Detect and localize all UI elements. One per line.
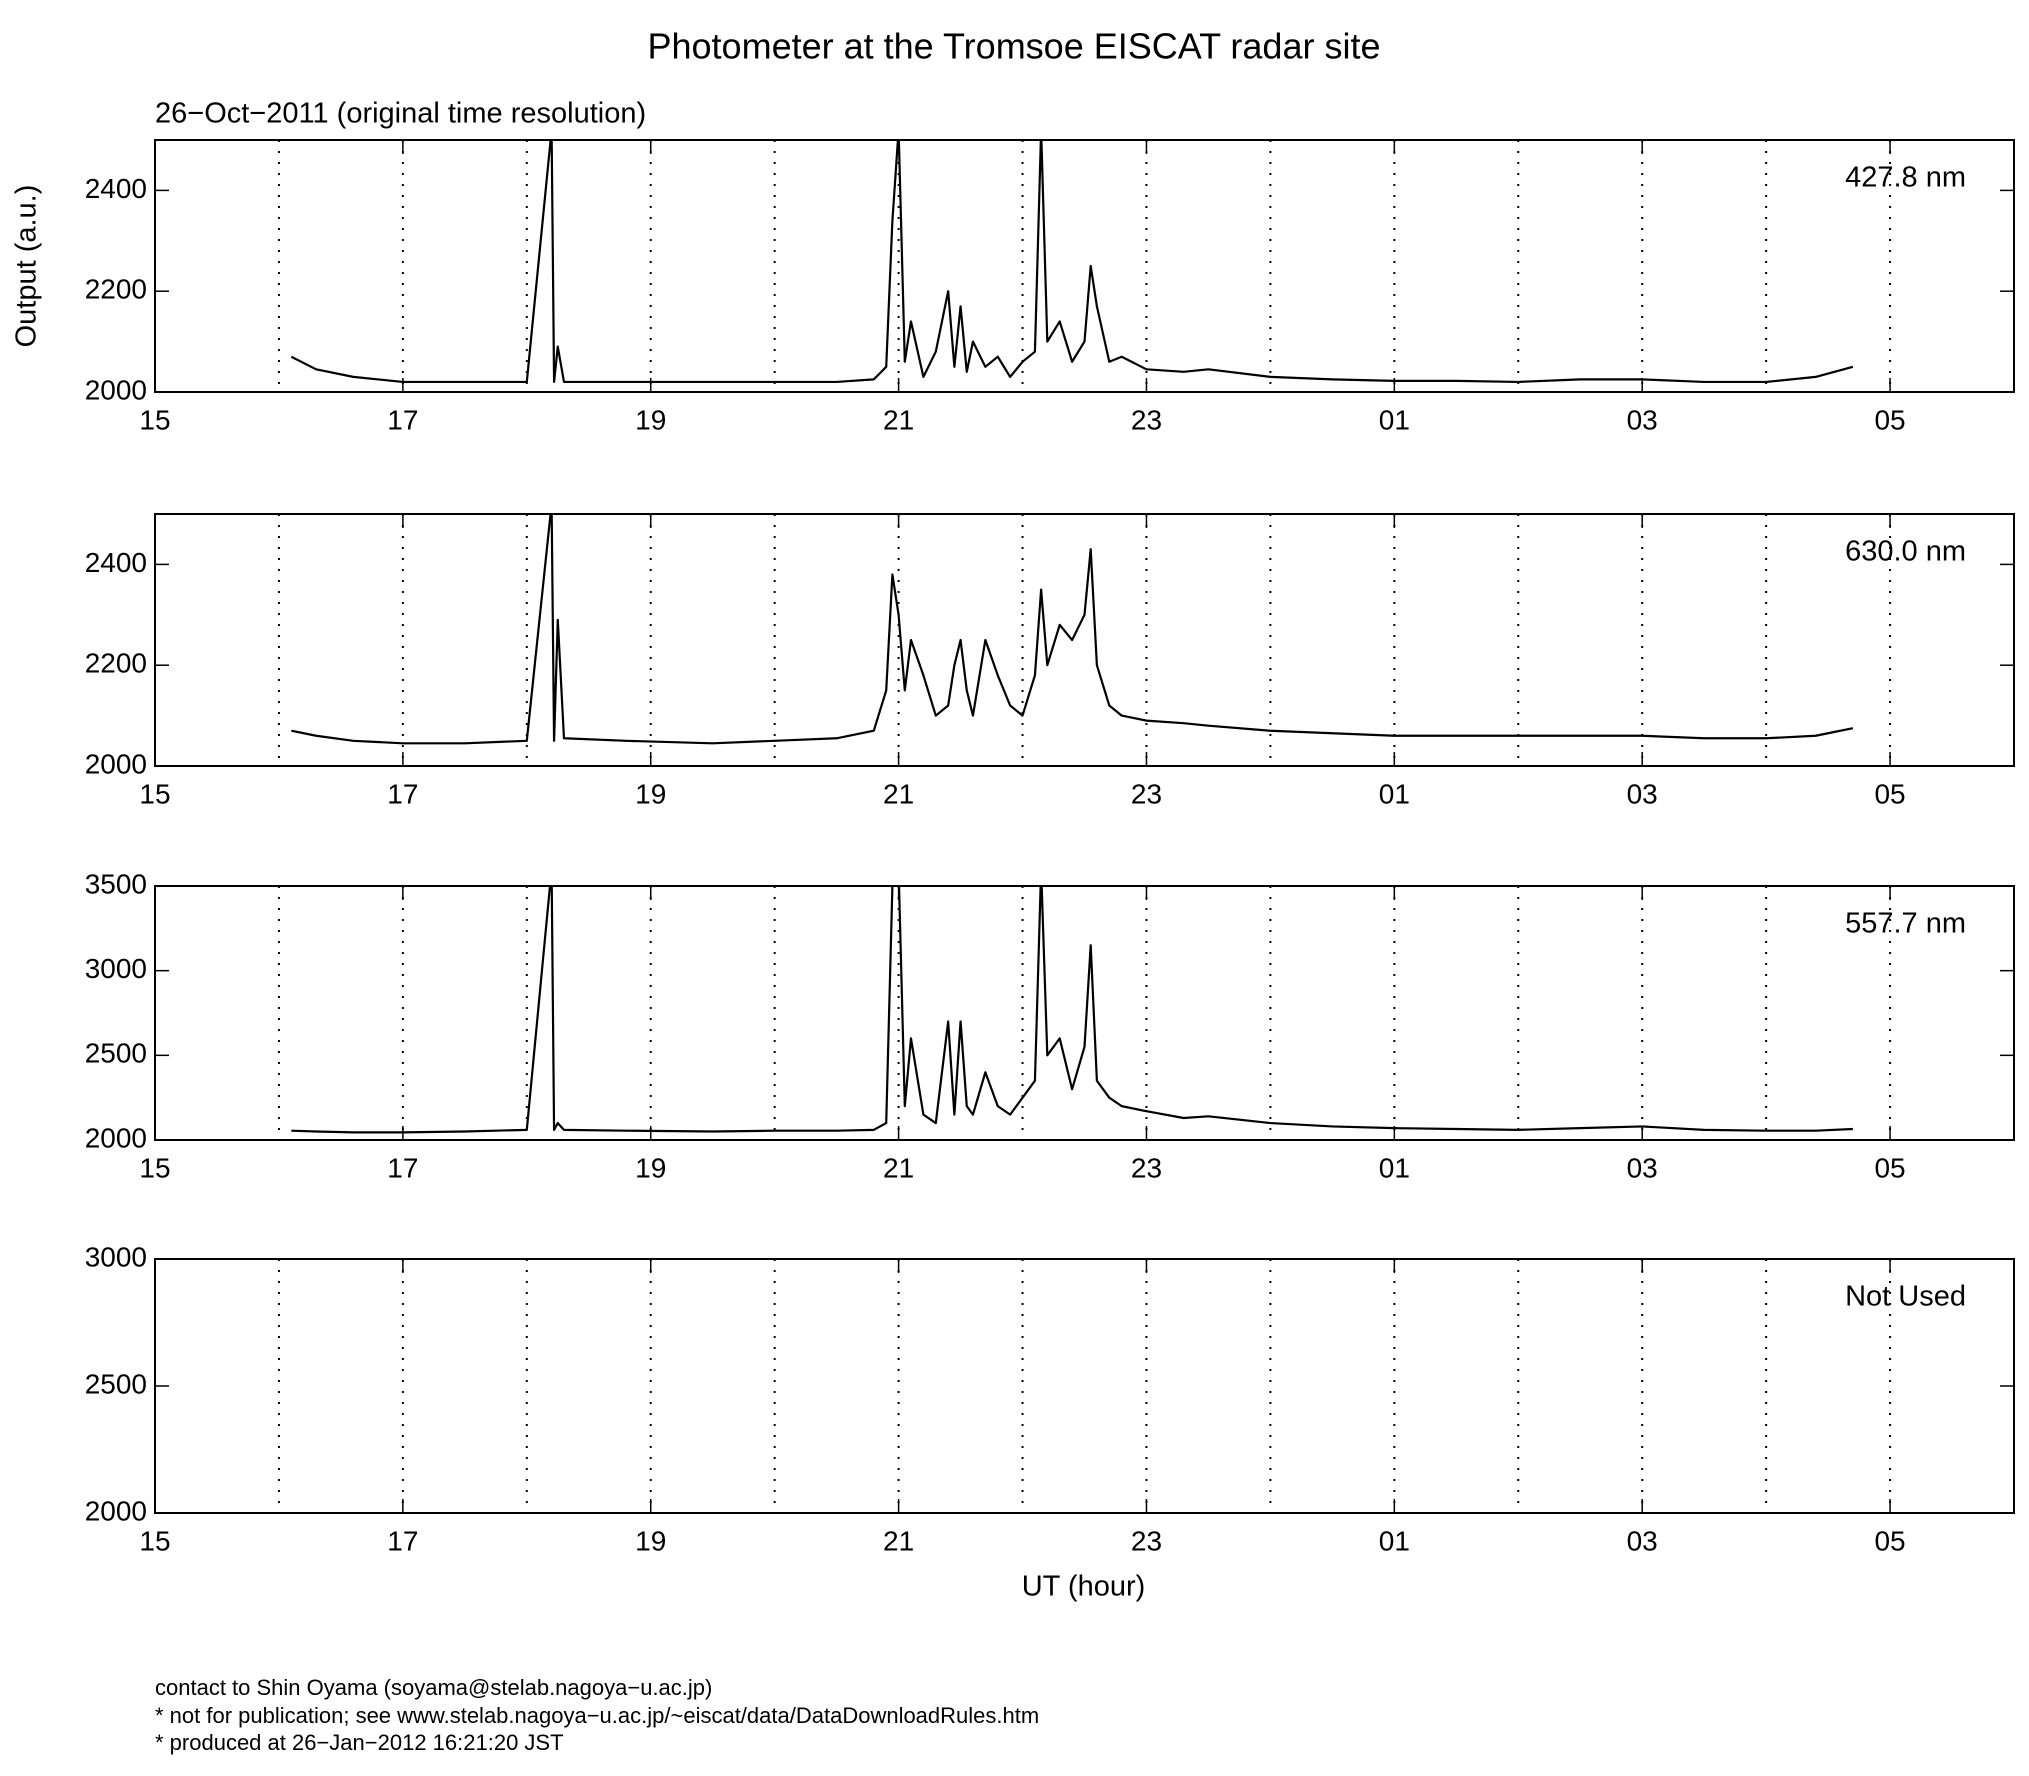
x-tick-label: 15 (139, 1525, 170, 1556)
x-tick-label: 21 (883, 1525, 914, 1556)
x-tick-label: 05 (1874, 404, 1905, 435)
x-tick-label: 15 (139, 778, 170, 809)
panel-label: Not Used (1845, 1281, 1966, 1313)
y-tick-label: 2200 (85, 648, 147, 679)
y-axis-label: Output (a.u.) (11, 185, 43, 348)
y-tick-label: 2000 (85, 748, 147, 779)
y-tick-label: 2000 (85, 1495, 147, 1526)
y-tick-label: 2500 (85, 1368, 147, 1399)
x-tick-label: 21 (883, 1152, 914, 1183)
x-tick-label: 03 (1627, 1152, 1658, 1183)
x-tick-label: 03 (1627, 1525, 1658, 1556)
x-tick-label: 21 (883, 404, 914, 435)
x-axis-label: UT (hour) (1022, 1571, 1146, 1603)
data-line (291, 514, 1854, 745)
x-tick-label: 19 (635, 1152, 666, 1183)
x-tick-label: 23 (1131, 1152, 1162, 1183)
x-tick-label: 17 (387, 404, 418, 435)
x-tick-label: 21 (883, 778, 914, 809)
x-tick-label: 05 (1874, 1525, 1905, 1556)
panel-label: 557.7 nm (1845, 908, 1966, 940)
x-tick-label: 19 (635, 778, 666, 809)
y-tick-label: 3000 (85, 953, 147, 984)
y-tick-label: 3500 (85, 868, 147, 899)
data-line (290, 140, 1854, 384)
x-tick-label: 17 (387, 1152, 418, 1183)
footer-line: * not for publication; see www.stelab.na… (155, 1703, 1039, 1728)
footer-line: contact to Shin Oyama (soyama@stelab.nag… (155, 1675, 712, 1700)
y-tick-label: 2000 (85, 1122, 147, 1153)
footer-line: * produced at 26−Jan−2012 16:21:20 JST (155, 1730, 564, 1755)
title: Photometer at the Tromsoe EISCAT radar s… (648, 26, 1381, 67)
panel-label: 630.0 nm (1845, 536, 1966, 568)
x-tick-label: 23 (1131, 1525, 1162, 1556)
y-tick-label: 2000 (85, 374, 147, 405)
panel-label: 427.8 nm (1845, 162, 1966, 194)
x-tick-label: 19 (635, 1525, 666, 1556)
y-tick-label: 2400 (85, 547, 147, 578)
x-tick-label: 15 (139, 1152, 170, 1183)
x-tick-label: 03 (1627, 778, 1658, 809)
plot-frame (154, 1258, 2015, 1514)
x-tick-label: 17 (387, 1525, 418, 1556)
plot-frame (154, 513, 2015, 767)
x-tick-label: 01 (1379, 1525, 1410, 1556)
plot-frame (154, 885, 2015, 1141)
x-tick-label: 19 (635, 404, 666, 435)
y-tick-label: 2400 (85, 173, 147, 204)
y-tick-label: 2500 (85, 1038, 147, 1069)
y-tick-label: 3000 (85, 1241, 147, 1272)
x-tick-label: 01 (1379, 1152, 1410, 1183)
y-tick-label: 2200 (85, 274, 147, 305)
data-line (291, 886, 1853, 1134)
plot-frame (154, 139, 2015, 393)
x-tick-label: 05 (1874, 1152, 1905, 1183)
x-tick-label: 23 (1131, 404, 1162, 435)
x-tick-label: 23 (1131, 778, 1162, 809)
x-tick-label: 01 (1379, 404, 1410, 435)
x-tick-label: 17 (387, 778, 418, 809)
x-tick-label: 03 (1627, 404, 1658, 435)
x-tick-label: 01 (1379, 778, 1410, 809)
subtitle: 26−Oct−2011 (original time resolution) (155, 98, 646, 130)
x-tick-label: 15 (139, 404, 170, 435)
x-tick-label: 05 (1874, 778, 1905, 809)
